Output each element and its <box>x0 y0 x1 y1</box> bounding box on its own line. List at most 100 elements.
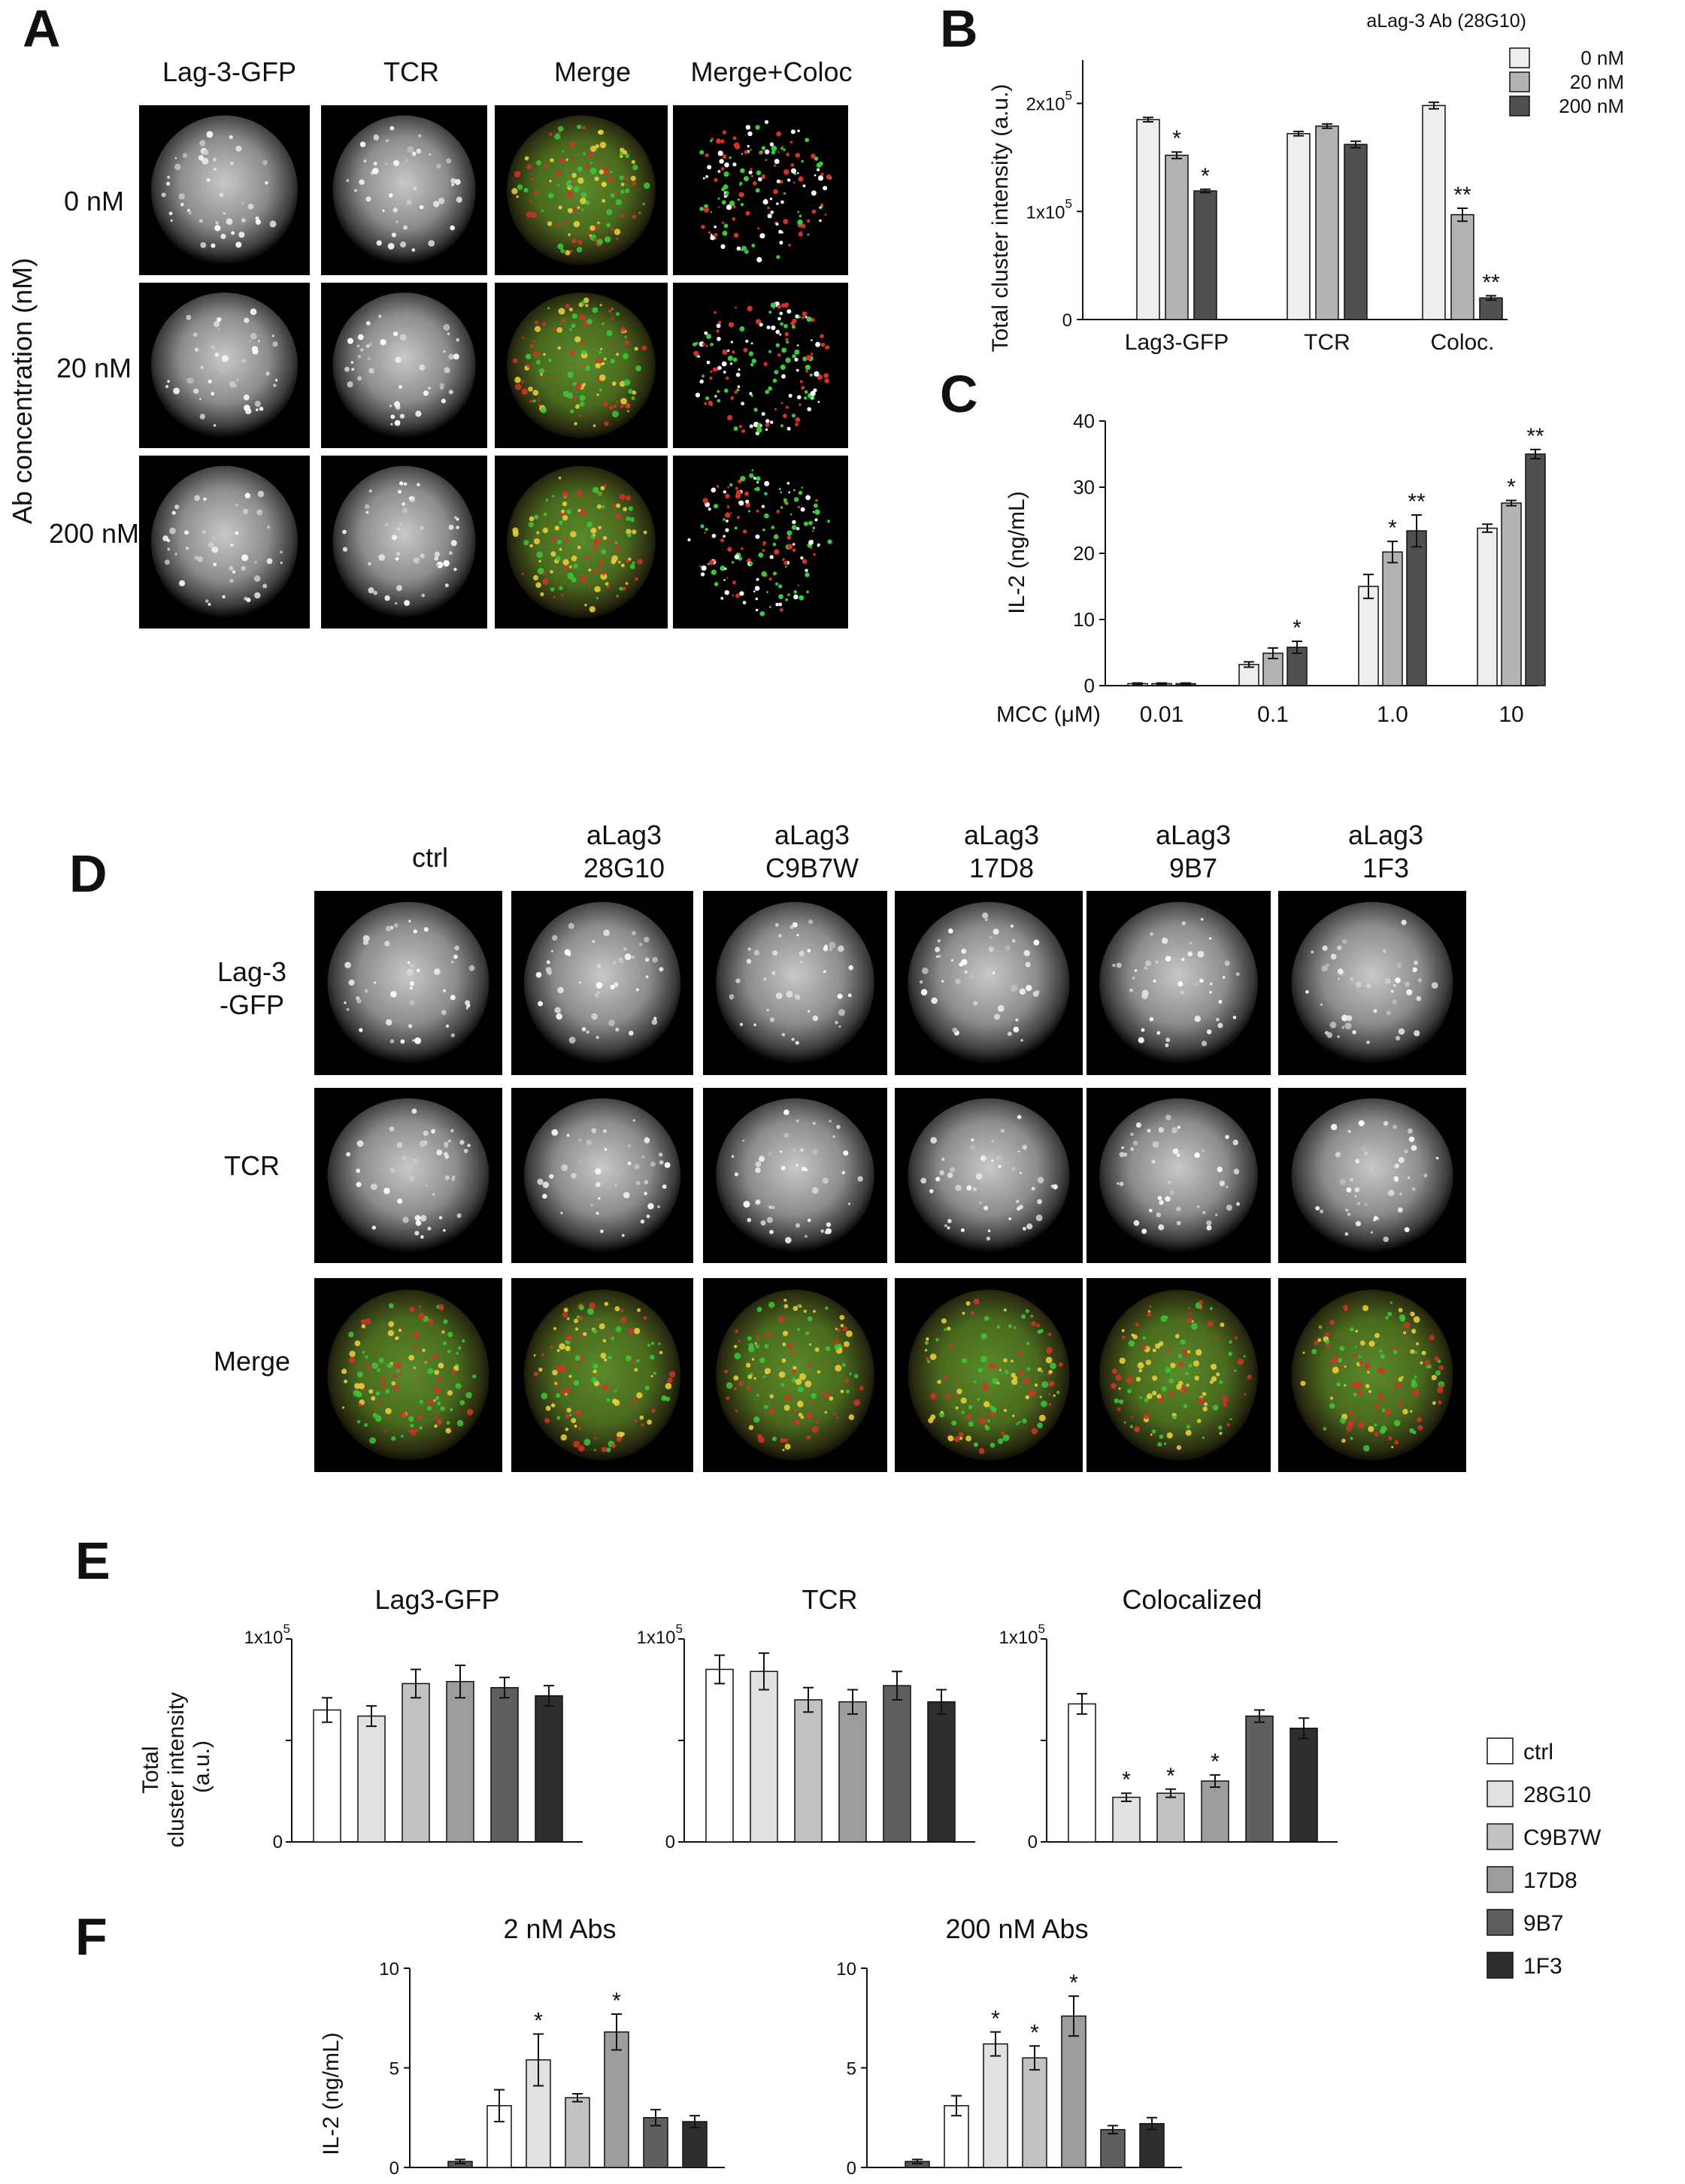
chart-e-subplot-title: Colocalized <box>1122 1584 1262 1615</box>
chart-f-bar <box>682 2121 708 2168</box>
panel-letter-d: D <box>69 844 108 903</box>
chart-f-errbar <box>455 2158 465 2164</box>
chart-e-ylabel-line3: (a.u.) <box>189 1740 214 1793</box>
panel-a-image-grid <box>139 105 848 629</box>
panel-d-image-r2-c1 <box>511 1278 693 1472</box>
chart-f-errbar <box>912 2158 923 2164</box>
chart-c: IL-2 (ng/mL) MCC (μM) 010203040*******0.… <box>996 410 1546 727</box>
panel-d-image-grid <box>314 891 1466 1472</box>
chart-f-bar <box>983 2043 1008 2168</box>
panel-letter-c: C <box>940 365 978 423</box>
chart-e-bar <box>535 1695 563 1843</box>
chart-f-ytick-label: 5 <box>847 2059 856 2079</box>
chart-f-significance: * <box>534 2008 543 2033</box>
panel-a-image-r1-c1 <box>321 283 487 448</box>
chart-b-bar <box>1286 133 1311 320</box>
panel-d-col-header: aLag3 28G10 <box>583 819 665 883</box>
panel-d-image-r1-c3 <box>895 1088 1083 1263</box>
chart-e-ylabel-line2: cluster intensity <box>164 1692 189 1848</box>
chart-b-errbar <box>1171 151 1182 159</box>
chart-e-bar <box>1156 1792 1185 1843</box>
panel-a-image-r0-c1 <box>321 105 487 275</box>
chart-c-errbar <box>1180 682 1191 686</box>
chart-e-errbar <box>714 1654 725 1685</box>
chart-f-ytick-label: 10 <box>379 1959 399 1980</box>
chart-b-errbar <box>1322 123 1332 129</box>
chart-c-significance: * <box>1388 516 1397 541</box>
chart-e-errbar <box>1165 1788 1176 1798</box>
chart-e-significance: * <box>1166 1764 1175 1789</box>
chart-c-ytick-label: 40 <box>1073 410 1095 432</box>
chart-e-significance: * <box>1211 1749 1220 1774</box>
chart-e-legend-label: 17D8 <box>1523 1868 1577 1893</box>
chart-e-bar <box>446 1680 474 1843</box>
chart-c-bar <box>1406 530 1427 686</box>
chart-e-errbar <box>847 1689 858 1715</box>
panel-letter-b: B <box>940 0 978 58</box>
chart-f-bar <box>565 2097 590 2168</box>
panel-a-row-label: 0 nM <box>64 186 124 217</box>
chart-e-errbar <box>803 1686 814 1713</box>
chart-c-ytick-label: 0 <box>1084 674 1095 697</box>
chart-f-bar <box>1061 2015 1086 2168</box>
chart-e-bar <box>750 1671 778 1843</box>
chart-f-errbar <box>611 2013 622 2051</box>
panel-a-col-header: TCR <box>383 56 439 87</box>
chart-b-errbar <box>1486 295 1496 301</box>
panel-d-image-r0-c1 <box>511 891 693 1075</box>
chart-b-bar <box>1193 190 1217 320</box>
chart-e-bar <box>1201 1780 1229 1843</box>
chart-b-errbar <box>1293 130 1304 137</box>
panel-d-image-r1-c0 <box>314 1088 502 1263</box>
chart-b-bar <box>1315 125 1339 320</box>
panel-d-image-r0-c4 <box>1086 891 1271 1075</box>
chart-f-ytick-label: 0 <box>847 2158 856 2179</box>
panel-d-image-r2-c4 <box>1086 1278 1271 1472</box>
chart-e: Total cluster intensity (a.u.) 0 1x105 Lag… <box>138 1584 1602 1979</box>
panel-a-row-label: 200 nM <box>49 518 139 549</box>
panel-letter-a: A <box>23 0 61 58</box>
chart-f-bar <box>1022 2057 1047 2168</box>
chart-e-legend-swatch <box>1486 1737 1514 1764</box>
chart-b: Total cluster intensity (a.u.) aLag-3 Ab… <box>988 11 1624 355</box>
chart-f-ytick-label: 10 <box>836 1959 856 1980</box>
chart-e-legend-swatch <box>1486 1823 1514 1850</box>
chart-f-significance: * <box>991 2007 1000 2031</box>
panel-d-col-header: ctrl <box>412 842 448 873</box>
panel-d-image-r0-c0 <box>314 891 502 1075</box>
chart-e-legend-swatch <box>1486 1866 1514 1893</box>
chart-f-errbar <box>1108 2125 1118 2134</box>
chart-c-errbar <box>1506 499 1517 507</box>
chart-c-significance: ** <box>1526 424 1544 449</box>
chart-e-bar <box>838 1701 867 1843</box>
chart-b-significance: * <box>1172 126 1181 151</box>
chart-e-errbar <box>411 1668 421 1699</box>
panel-a-image-r0-c2 <box>495 105 668 275</box>
chart-b-significance: ** <box>1482 270 1500 295</box>
chart-f-errbar <box>533 2033 544 2087</box>
panel-d-image-r2-c2 <box>703 1278 887 1472</box>
chart-e-ytick-label: 1x105 <box>636 1622 683 1648</box>
chart-f-bar <box>1100 2128 1126 2168</box>
chart-e-legend-swatch <box>1486 1780 1514 1807</box>
chart-e-legend-swatch <box>1486 1952 1514 1979</box>
chart-c-errbar <box>1363 574 1374 599</box>
panel-d-image-r0-c5 <box>1278 891 1466 1075</box>
chart-f: IL-2 (ng/mL) 0 5 10 2 nM Abs * * 0 5 10 200 nM Ab… <box>319 1913 1182 2179</box>
panel-a-col-header: Lag-3-GFP <box>162 56 296 87</box>
panel-d-image-r0-c2 <box>703 891 887 1075</box>
chart-c-ytick-label: 10 <box>1073 608 1095 631</box>
chart-e-legend-label: C9B7W <box>1523 1825 1602 1850</box>
panel-a-image-r0-c0 <box>139 105 310 275</box>
chart-f-bar <box>604 2031 629 2168</box>
chart-b-legend-label: 0 nM <box>1580 47 1624 69</box>
chart-e-errbar <box>455 1665 465 1699</box>
chart-e-ylabel: Total cluster intensity (a.u.) <box>138 1686 214 1847</box>
chart-e-bar <box>927 1701 956 1843</box>
chart-f-ytick-label: 0 <box>389 2158 399 2179</box>
chart-e-bar <box>1245 1715 1274 1843</box>
chart-e-errbar <box>366 1705 377 1728</box>
chart-f-errbar <box>494 2089 505 2123</box>
chart-b-bar <box>1136 119 1160 320</box>
chart-c-errbar <box>1132 682 1143 686</box>
